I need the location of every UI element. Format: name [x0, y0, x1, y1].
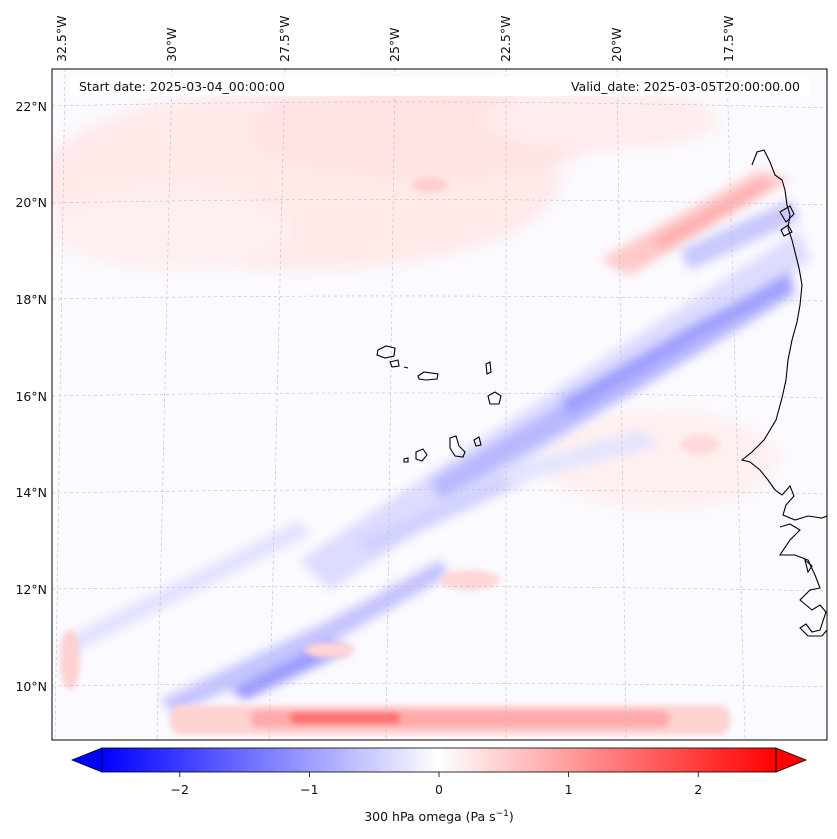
colorbar-tick-label: 1 [565, 782, 573, 797]
omega-field [52, 69, 827, 740]
red-diagonal-band [600, 170, 790, 275]
colorbar-label-exponent: −1 [496, 809, 509, 819]
island-brava [403, 457, 409, 463]
latitude-labels: 22°N 20°N 18°N 16°N 14°N 12°N 10°N [15, 99, 47, 694]
lat-label-14n: 14°N [15, 485, 47, 500]
lon-label-25w: 25°W [387, 27, 402, 62]
lat-label-20n: 20°N [15, 195, 47, 210]
west-africa-coastline [740, 69, 827, 637]
header-box [70, 76, 810, 96]
lon-label-27-5w: 27.5°W [277, 16, 292, 62]
island-sao-vicente [389, 359, 400, 368]
lon-label-32-5w: 32.5°W [54, 16, 69, 62]
colorbar-label: 300 hPa omega (Pa s−1) [364, 809, 514, 824]
lon-label-20w: 20°W [609, 27, 624, 62]
lat-label-18n: 18°N [15, 292, 47, 307]
cape-verde-islands [376, 345, 502, 463]
colorbar-gradient [102, 748, 776, 772]
colorbar-tick-label: 0 [435, 782, 443, 797]
island-sal [485, 361, 492, 375]
lon-label-17-5w: 17.5°W [721, 16, 736, 62]
island-boa-vista [487, 391, 502, 405]
lon-label-30w: 30°W [164, 27, 179, 62]
longitude-labels: 32.5°W 30°W 27.5°W 25°W 22.5°W 20°W 17.5… [54, 16, 736, 62]
map-panel: Start date: 2025-03-04_00:00:00 Valid_da… [51, 68, 828, 741]
island-santa-luzia [403, 366, 409, 369]
island-fogo [415, 448, 428, 462]
colorbar-label-close: ) [509, 809, 514, 824]
lon-label-22-5w: 22.5°W [498, 16, 513, 62]
colorbar-tick-label: −2 [171, 782, 189, 797]
valid-date-label: Valid_date: 2025-03-05T20:00:00.00 [571, 79, 800, 94]
upper-subsidence-region [52, 85, 780, 510]
lat-label-12n: 12°N [15, 582, 47, 597]
blue-ascent-bands [60, 200, 810, 715]
colorbar-ticks: −2 −1 0 1 2 [171, 772, 702, 797]
colorbar-label-main: 300 hPa omega (Pa s [364, 809, 495, 824]
colorbar-high-extension [775, 747, 808, 773]
start-date-label: Start date: 2025-03-04_00:00:00 [79, 79, 285, 94]
island-sao-nicolau [417, 371, 439, 381]
lat-label-10n: 10°N [15, 679, 47, 694]
colorbar: −2 −1 0 1 2 300 hPa omega (Pa s−1) [70, 747, 808, 824]
colorbar-low-extension [70, 747, 103, 773]
lat-label-22n: 22°N [15, 99, 47, 114]
island-maio [473, 436, 482, 447]
colorbar-tick-label: 2 [694, 782, 702, 797]
bottom-red-band [170, 705, 730, 735]
lat-label-16n: 16°N [15, 389, 47, 404]
map-frame [51, 68, 828, 741]
red-patches [60, 177, 720, 690]
island-santo-antao [376, 345, 396, 359]
graticule [52, 69, 827, 740]
colorbar-tick-label: −1 [300, 782, 318, 797]
island-santiago [449, 435, 466, 458]
